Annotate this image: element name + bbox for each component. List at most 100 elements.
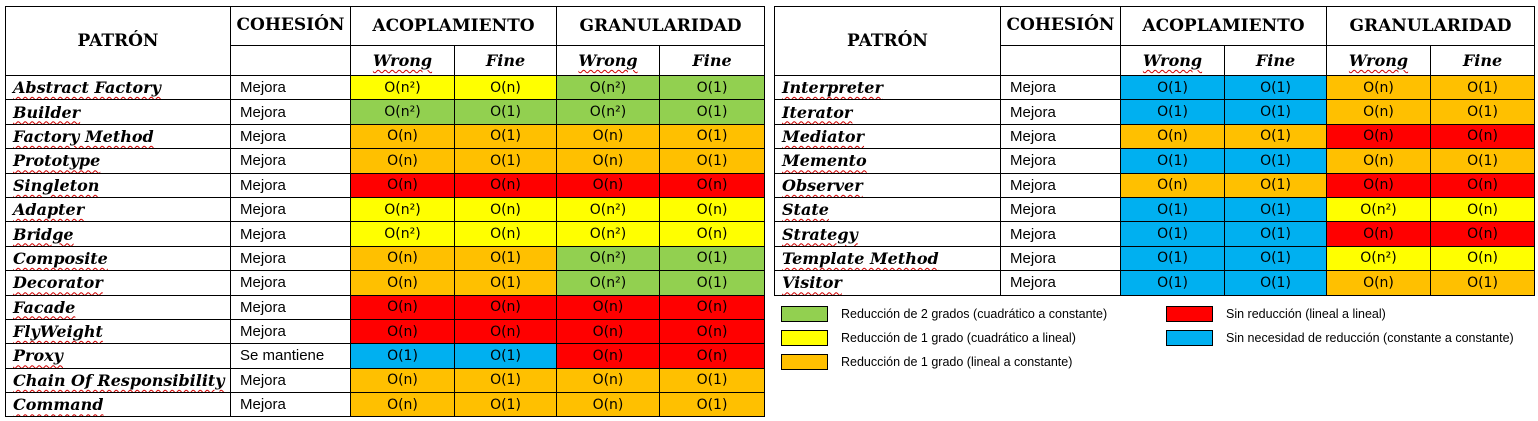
acoplamiento-fine-cell: O(1) xyxy=(454,367,557,394)
granularidad-wrong-cell: O(n) xyxy=(1326,74,1431,101)
cohesion-value: Mejora xyxy=(1000,172,1121,198)
legend-item-red: Sin reducción (lineal a lineal) xyxy=(1166,306,1386,322)
cohesion-value: Se mantiene xyxy=(230,343,351,369)
pattern-name: Strategy xyxy=(774,221,1001,247)
granularidad-wrong-cell: O(n) xyxy=(1326,123,1431,150)
legend-swatch-green xyxy=(781,306,828,322)
acoplamiento-wrong-cell: O(1) xyxy=(1120,74,1225,101)
granularidad-fine-cell: O(1) xyxy=(658,148,766,174)
cohesion-value: Mejora xyxy=(230,74,351,101)
pattern-name: FlyWeight xyxy=(5,318,231,345)
granularidad-fine-cell: O(1) xyxy=(1429,99,1536,125)
acoplamiento-wrong-cell: O(1) xyxy=(1120,245,1225,272)
pattern-name: Visitor xyxy=(774,270,1001,296)
left-pattern-table: PATRÓN COHESIÓN ACOPLAMIENTO GRANULARIDA… xyxy=(5,6,766,418)
pattern-name: Adapter xyxy=(5,196,231,223)
table-row: Memento Mejora O(1) O(1) O(n) O(1) xyxy=(774,148,1536,174)
cohesion-value: Mejora xyxy=(1000,245,1121,272)
cohesion-value: Mejora xyxy=(1000,221,1121,247)
acoplamiento-fine-cell: O(n) xyxy=(454,318,557,345)
acoplamiento-fine-cell: O(1) xyxy=(454,343,557,369)
acoplamiento-fine-cell: O(1) xyxy=(1224,74,1327,101)
granularidad-fine-cell: O(n) xyxy=(658,196,766,223)
header-granularidad-wrong: Wrong xyxy=(1326,45,1431,76)
pattern-name: Factory Method xyxy=(5,123,231,150)
cohesion-value: Mejora xyxy=(230,172,351,198)
granularidad-wrong-cell: O(n²) xyxy=(556,221,660,247)
cohesion-value: Mejora xyxy=(230,99,351,125)
granularidad-wrong-cell: O(n) xyxy=(556,148,660,174)
granularidad-wrong-cell: O(n) xyxy=(556,392,660,418)
acoplamiento-wrong-cell: O(n) xyxy=(350,148,455,174)
granularidad-fine-cell: O(n) xyxy=(1429,123,1536,150)
header-acoplamiento-wrong: Wrong xyxy=(350,45,455,76)
header-acoplamiento: ACOPLAMIENTO xyxy=(1120,6,1327,46)
granularidad-wrong-cell: O(n²) xyxy=(556,99,660,125)
granularidad-wrong-cell: O(n²) xyxy=(556,196,660,223)
cohesion-value: Mejora xyxy=(230,392,351,418)
acoplamiento-fine-cell: O(1) xyxy=(454,270,557,296)
acoplamiento-fine-cell: O(1) xyxy=(1224,148,1327,174)
acoplamiento-fine-cell: O(1) xyxy=(454,99,557,125)
granularidad-wrong-cell: O(n) xyxy=(1326,270,1431,296)
acoplamiento-fine-cell: O(1) xyxy=(1224,123,1327,150)
acoplamiento-fine-cell: O(1) xyxy=(1224,270,1327,296)
pattern-name: Abstract Factory xyxy=(5,74,231,101)
cohesion-value: Mejora xyxy=(1000,196,1121,223)
legend-item-blue: Sin necesidad de reducción (constante a … xyxy=(1166,330,1514,346)
header-granularidad-fine: Fine xyxy=(1429,45,1536,76)
granularidad-fine-cell: O(1) xyxy=(658,99,766,125)
acoplamiento-fine-cell: O(1) xyxy=(1224,245,1327,272)
granularidad-wrong-cell: O(n²) xyxy=(1326,245,1431,272)
table-row: Interpreter Mejora O(1) O(1) O(n) O(1) xyxy=(774,74,1536,101)
granularidad-wrong-cell: O(n) xyxy=(556,172,660,198)
granularidad-fine-cell: O(n) xyxy=(1429,172,1536,198)
header-granularidad: GRANULARIDAD xyxy=(1325,6,1536,46)
acoplamiento-fine-cell: O(1) xyxy=(454,123,557,150)
acoplamiento-wrong-cell: O(n) xyxy=(350,123,455,150)
granularidad-fine-cell: O(1) xyxy=(658,392,766,418)
acoplamiento-fine-cell: O(1) xyxy=(454,245,557,272)
pattern-name: Decorator xyxy=(5,270,231,296)
legend-swatch-red xyxy=(1166,306,1213,322)
header-cohesion-empty xyxy=(1000,45,1121,76)
granularidad-wrong-cell: O(n) xyxy=(1326,221,1431,247)
granularidad-fine-cell: O(1) xyxy=(1429,270,1536,296)
legend-item-yellow: Reducción de 1 grado (cuadrático a linea… xyxy=(781,330,1076,346)
acoplamiento-wrong-cell: O(n) xyxy=(350,318,455,345)
pattern-name: Interpreter xyxy=(774,74,1001,101)
pattern-name: Template Method xyxy=(774,245,1001,272)
acoplamiento-fine-cell: O(1) xyxy=(1224,99,1327,125)
table-row: Visitor Mejora O(1) O(1) O(n) O(1) xyxy=(774,270,1536,296)
header-granularidad-fine: Fine xyxy=(658,45,766,76)
acoplamiento-wrong-cell: O(n²) xyxy=(350,196,455,223)
cohesion-value: Mejora xyxy=(230,294,351,320)
pattern-name: Iterator xyxy=(774,99,1001,125)
cohesion-value: Mejora xyxy=(230,221,351,247)
granularidad-fine-cell: O(n) xyxy=(658,172,766,198)
acoplamiento-wrong-cell: O(n) xyxy=(350,245,455,272)
acoplamiento-wrong-cell: O(n) xyxy=(350,294,455,320)
legend-label: Sin reducción (lineal a lineal) xyxy=(1226,307,1386,321)
granularidad-fine-cell: O(1) xyxy=(658,270,766,296)
granularidad-wrong-cell: O(n) xyxy=(1326,99,1431,125)
pattern-name: Memento xyxy=(774,148,1001,174)
granularidad-wrong-cell: O(n²) xyxy=(556,245,660,272)
acoplamiento-wrong-cell: O(n²) xyxy=(350,74,455,101)
acoplamiento-fine-cell: O(1) xyxy=(1224,221,1327,247)
pattern-name: Bridge xyxy=(5,221,231,247)
acoplamiento-fine-cell: O(1) xyxy=(1224,196,1327,223)
granularidad-fine-cell: O(1) xyxy=(1429,148,1536,174)
right-pattern-table: PATRÓN COHESIÓN ACOPLAMIENTO GRANULARIDA… xyxy=(774,6,1536,296)
granularidad-fine-cell: O(1) xyxy=(658,245,766,272)
legend-label: Reducción de 1 grado (cuadrático a linea… xyxy=(841,331,1076,345)
acoplamiento-fine-cell: O(n) xyxy=(454,294,557,320)
acoplamiento-wrong-cell: O(n²) xyxy=(350,221,455,247)
pattern-name: Builder xyxy=(5,99,231,125)
acoplamiento-wrong-cell: O(1) xyxy=(1120,148,1225,174)
legend-label: Reducción de 1 grado (lineal a constante… xyxy=(841,355,1073,369)
granularidad-wrong-cell: O(n) xyxy=(1326,148,1431,174)
table-row: Prototype Mejora O(n) O(1) O(n) O(1) xyxy=(5,148,766,174)
acoplamiento-wrong-cell: O(n²) xyxy=(350,99,455,125)
cohesion-value: Mejora xyxy=(230,367,351,394)
